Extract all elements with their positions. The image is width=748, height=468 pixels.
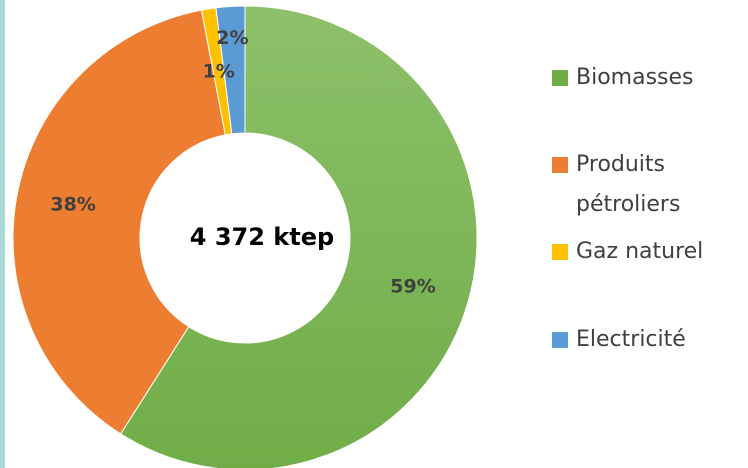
legend-swatch (552, 244, 568, 260)
legend-swatch (552, 157, 568, 173)
legend-label: Gaz naturel (576, 239, 703, 264)
center-label: 4 372 ktep (190, 223, 334, 251)
value-label: 38% (50, 194, 95, 216)
donut-hole (140, 133, 350, 343)
legend-label: Electricité (576, 327, 686, 352)
donut-slice (119, 5, 478, 468)
legend-label: Produits pétroliers (576, 152, 680, 217)
legend-swatch (552, 332, 568, 348)
legend-label: Biomasses (576, 65, 694, 90)
value-label: 2% (216, 27, 248, 49)
value-label: 59% (390, 275, 435, 297)
value-label: 1% (203, 61, 235, 83)
frame-edge (0, 0, 5, 468)
legend-swatch (552, 70, 568, 86)
